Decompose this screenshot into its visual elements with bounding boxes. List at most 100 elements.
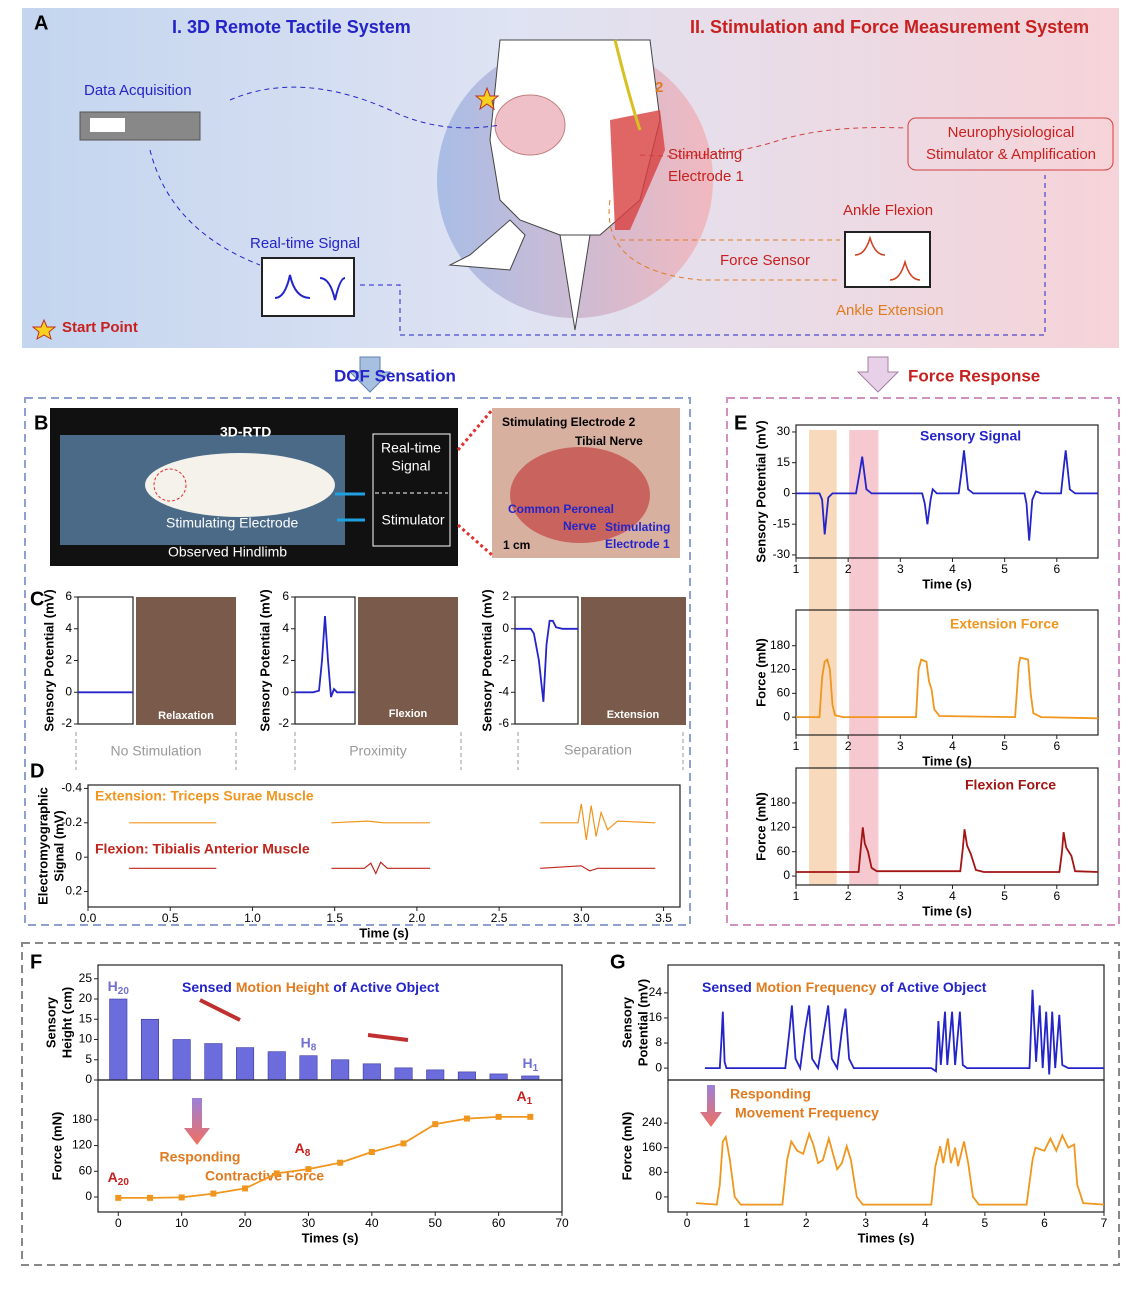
y-tick-label: 0 xyxy=(655,1060,662,1074)
x-tick-label: 6 xyxy=(1053,889,1060,903)
y-tick-label: 0 xyxy=(85,1189,92,1203)
line xyxy=(695,1131,1105,1206)
y-tick-label: 0.2 xyxy=(65,884,82,898)
arrow xyxy=(199,998,241,1022)
x-tick-label: 3.5 xyxy=(655,911,672,925)
y-tick-label: 0 xyxy=(282,684,289,698)
bar xyxy=(299,1055,318,1081)
x-tick-label: 3.0 xyxy=(573,911,590,925)
zoom-line xyxy=(456,409,494,557)
plot-frame xyxy=(795,767,1099,886)
bar xyxy=(140,1018,159,1081)
x-tick-label: 1.5 xyxy=(326,911,343,925)
y-tick-label: 15 xyxy=(79,1011,93,1025)
marker xyxy=(400,1140,407,1147)
x-tick-label: 4 xyxy=(949,562,956,576)
panel-label: D xyxy=(30,760,44,782)
x-tick-label: 60 xyxy=(492,1216,506,1230)
arrow-label: Force Response xyxy=(908,366,1040,385)
x-tick-label: 2 xyxy=(845,562,852,576)
y-tick-label: 60 xyxy=(79,1163,93,1177)
point-label: A20 xyxy=(108,1169,130,1188)
panel-label: C xyxy=(30,588,44,610)
rat-implant xyxy=(494,94,566,156)
photo xyxy=(358,597,458,725)
label-text: H xyxy=(522,1055,532,1071)
label-text: H xyxy=(108,978,118,994)
label: 2 xyxy=(655,79,663,96)
y-tick-label: -2 xyxy=(498,653,509,667)
bar xyxy=(362,1063,381,1081)
rat-muscle xyxy=(610,110,665,230)
panel-label: F xyxy=(30,951,42,973)
y-axis-label: Signal (mV) xyxy=(51,810,66,882)
x-tick-label: 5 xyxy=(982,1216,989,1230)
x-tick-label: 1 xyxy=(793,739,800,753)
label: Common Peroneal xyxy=(508,502,614,516)
y-tick-label: -0.2 xyxy=(61,815,82,829)
rat-foot xyxy=(448,219,526,271)
bar xyxy=(426,1069,445,1081)
x-tick-label: 0.5 xyxy=(162,911,179,925)
title-part: Sensed xyxy=(182,979,232,995)
photo-label: Flexion xyxy=(389,708,428,720)
label-sub: 1 xyxy=(533,1063,539,1074)
bar xyxy=(172,1039,191,1081)
label: Nerve xyxy=(563,519,597,533)
label: Electrode 1 xyxy=(668,168,744,185)
rat-photo xyxy=(145,453,335,517)
title: II. Stimulation and Force Measurement Sy… xyxy=(690,17,1089,37)
x-axis-label: Times (s) xyxy=(858,1230,915,1245)
daq-screen xyxy=(90,118,125,132)
y-tick-label: -15 xyxy=(773,516,791,530)
y-tick-label: 2 xyxy=(65,653,72,667)
line xyxy=(796,656,1099,720)
bar xyxy=(457,1071,476,1081)
marker xyxy=(495,1113,502,1120)
panel-frame xyxy=(726,397,1120,926)
y-tick-label: 6 xyxy=(65,589,72,603)
scale-bar: 1 cm xyxy=(503,538,530,552)
point-label: A8 xyxy=(295,1140,311,1159)
bar xyxy=(521,1075,540,1081)
y-tick-label: -6 xyxy=(498,716,509,730)
x-axis-label: Time (s) xyxy=(922,903,972,918)
arrow xyxy=(700,1085,722,1127)
y-tick-label: 4 xyxy=(65,621,72,635)
x-tick-label: 1.0 xyxy=(244,911,261,925)
label: Stimulator xyxy=(381,512,444,528)
bar xyxy=(489,1073,508,1081)
x-tick-label: 5 xyxy=(1001,889,1008,903)
y-axis-label: Potential (mV) xyxy=(635,979,650,1066)
arrow xyxy=(608,199,840,281)
star xyxy=(474,86,500,111)
x-tick-label: 3 xyxy=(897,562,904,576)
title-part: Sensed xyxy=(702,979,752,995)
y-tick-label: 8 xyxy=(655,1035,662,1049)
x-axis-label: Time (s) xyxy=(922,576,972,591)
daq-device xyxy=(79,111,201,141)
line xyxy=(796,827,1099,873)
x-tick-label: 4 xyxy=(922,1216,929,1230)
plot-frame xyxy=(667,1079,1105,1213)
label: Signal xyxy=(392,458,431,474)
highlight xyxy=(809,430,837,885)
stimulator-box xyxy=(907,117,1114,171)
label: Stimulating xyxy=(605,520,670,534)
arrow xyxy=(149,149,261,266)
point-label: H8 xyxy=(301,1034,317,1053)
series-label: Flexion: Tibialis Anterior Muscle xyxy=(95,841,310,857)
plot-frame xyxy=(795,424,1099,559)
bar xyxy=(109,998,128,1081)
condition: Proximity xyxy=(349,743,407,759)
bar xyxy=(267,1051,286,1081)
plot-frame xyxy=(97,1079,563,1213)
plot-frame xyxy=(97,964,563,1081)
laptop xyxy=(261,257,355,317)
wound xyxy=(510,447,650,543)
panel-frame xyxy=(24,397,691,926)
y-tick-label: 120 xyxy=(72,1138,92,1152)
series-label: Sensory Signal xyxy=(920,428,1021,444)
y-tick-label: -30 xyxy=(773,547,791,561)
